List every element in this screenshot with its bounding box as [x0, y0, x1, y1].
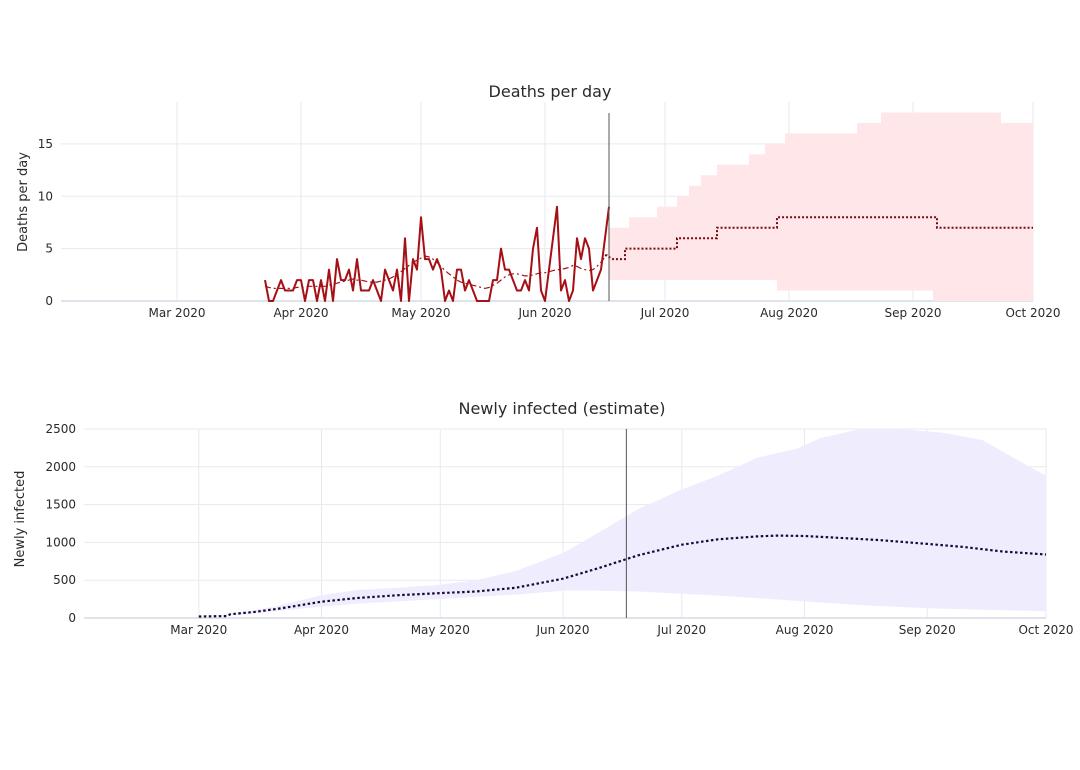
- y-tick-label: 1000: [45, 535, 76, 549]
- y-tick-label: 1500: [45, 498, 76, 512]
- deaths-title: Deaths per day: [489, 82, 612, 101]
- infected-y-axis-label: Newly infected: [13, 471, 28, 568]
- infected-panel: Newly infected (estimate) Newly infected…: [13, 399, 1074, 637]
- infected-title: Newly infected (estimate): [458, 399, 665, 418]
- x-tick-label: Mar 2020: [170, 623, 227, 637]
- y-tick-label: 10: [38, 189, 53, 203]
- x-tick-label: Mar 2020: [149, 306, 206, 320]
- x-tick-label: Apr 2020: [294, 623, 349, 637]
- y-tick-label: 5: [45, 242, 53, 256]
- infected-series: [198, 429, 1047, 618]
- deaths-panel: Deaths per day Deaths per day Mar 2020 Ap…: [16, 82, 1061, 320]
- x-tick-label: May 2020: [391, 306, 450, 320]
- x-tick-label: Oct 2020: [1018, 623, 1073, 637]
- x-tick-label: May 2020: [411, 623, 470, 637]
- deaths-series: [264, 112, 1033, 302]
- x-tick-label: Apr 2020: [273, 306, 328, 320]
- x-tick-label: Sep 2020: [899, 623, 956, 637]
- forecast-band: [609, 112, 1033, 301]
- y-tick-label: 0: [68, 611, 76, 625]
- y-tick-label: 2500: [45, 422, 76, 436]
- x-tick-label: Aug 2020: [760, 306, 818, 320]
- y-tick-label: 0: [45, 294, 53, 308]
- y-tick-label: 15: [38, 137, 53, 151]
- forecast-median-line: [604, 216, 1033, 261]
- infected-tick-labels: Mar 2020 Apr 2020 May 2020 Jun 2020 Jul 2020…: [45, 422, 1073, 637]
- y-tick-label: 500: [53, 573, 76, 587]
- x-tick-label: Jun 2020: [535, 623, 589, 637]
- y-tick-label: 2000: [45, 460, 76, 474]
- x-tick-label: Jul 2020: [656, 623, 706, 637]
- deaths-y-axis-label: Deaths per day: [16, 152, 31, 252]
- x-tick-label: Sep 2020: [885, 306, 942, 320]
- forecast-band: [198, 429, 1047, 617]
- x-tick-label: Aug 2020: [776, 623, 834, 637]
- observed-deaths-line: [264, 205, 610, 302]
- x-tick-label: Oct 2020: [1005, 306, 1060, 320]
- x-tick-label: Jun 2020: [517, 306, 571, 320]
- deaths-tick-labels: Mar 2020 Apr 2020 May 2020 Jun 2020 Jul 2020…: [38, 137, 1061, 320]
- x-tick-label: Jul 2020: [640, 306, 690, 320]
